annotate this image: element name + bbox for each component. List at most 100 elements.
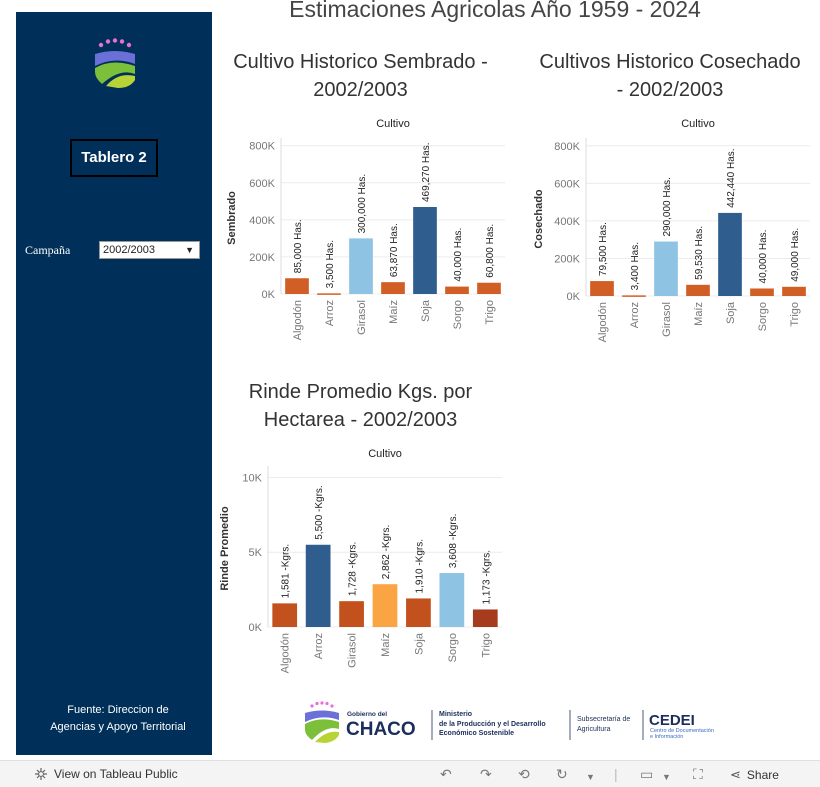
- bar-sorgo: [445, 286, 469, 294]
- y-tick-label: 400K: [554, 216, 580, 228]
- tableau-toolbar: View on Tableau Public ↶ ↷ ⟲ ↻ ▼ | ▭ ▼ ⛶…: [0, 760, 820, 787]
- bar-soja: [718, 212, 742, 296]
- data-label: 85,000 Has.: [293, 219, 304, 273]
- bar-girasol: [339, 601, 364, 627]
- share-button[interactable]: ⋖ Share: [730, 767, 779, 783]
- page-title: Estimaciones Agricolas Año 1959 - 2024: [289, 0, 701, 22]
- refresh-icon[interactable]: ↻: [556, 766, 568, 782]
- ministerio-line-1: Ministerio: [439, 711, 472, 718]
- chart-sembrado-title-line-1: Cultivo Historico Sembrado -: [233, 51, 488, 73]
- chart-cosechado-title-line-2: - 2002/2003: [616, 79, 724, 101]
- cedei-line-2: e Información: [650, 734, 683, 740]
- bar-soja: [406, 598, 431, 627]
- y-tick-label: 0K: [262, 289, 276, 301]
- bar-girasol: [654, 241, 678, 296]
- data-label: 49,000 Has.: [790, 228, 801, 282]
- bar-maíz: [372, 584, 398, 627]
- share-icon: ⋖: [730, 767, 741, 782]
- chart-sembrado-title: Cultivo Historico Sembrado - 2002/2003: [218, 48, 503, 104]
- x-tick-label: Arroz: [313, 633, 325, 659]
- bar-sorgo: [750, 288, 774, 296]
- bar-maíz: [686, 284, 710, 296]
- x-tick-label: Algodón: [280, 633, 292, 673]
- data-label: 3,400 Has.: [630, 242, 641, 290]
- bar-arroz: [305, 544, 331, 627]
- source-line-1: Fuente: Direccion de: [67, 704, 169, 716]
- bar-arroz: [622, 295, 646, 297]
- data-label: 290,000 Has.: [662, 177, 673, 237]
- data-label: 469,270 Has.: [421, 143, 432, 203]
- chart-header: Cultivo: [681, 118, 715, 130]
- y-axis-label: Cosechado: [533, 189, 545, 249]
- comment-icon[interactable]: ▭: [640, 766, 654, 782]
- undo-icon[interactable]: ↶: [440, 766, 452, 782]
- campana-select-value: 2002/2003: [103, 244, 155, 256]
- tablero-2-button[interactable]: Tablero 2: [70, 139, 158, 177]
- campana-select[interactable]: 2002/2003 ▼: [99, 241, 200, 259]
- y-tick-label: 0K: [249, 622, 263, 634]
- tableau-icon: [35, 768, 47, 780]
- data-label: 442,440 Has.: [726, 148, 737, 208]
- source-line-2: Agencias y Apoyo Territorial: [50, 721, 186, 733]
- data-label: 3,500 Has.: [325, 240, 336, 288]
- ministerio-line-3: Económico Sostenible: [439, 730, 514, 737]
- data-label: 60,800 Has.: [485, 224, 496, 278]
- chart-sembrado-title-line-2: 2002/2003: [313, 79, 408, 101]
- data-label: 63,870 Has.: [389, 223, 400, 277]
- chart-header: Cultivo: [368, 448, 402, 460]
- redo-icon[interactable]: ↷: [480, 766, 492, 782]
- y-tick-label: 10K: [242, 472, 262, 484]
- y-tick-label: 600K: [249, 178, 275, 190]
- bar-trigo: [782, 286, 806, 296]
- data-label: 79,500 Has.: [598, 222, 609, 276]
- y-tick-label: 200K: [554, 253, 580, 265]
- chart-sembrado: Cultivo 0K 200K 400K 600K 800K Sembrado 85,000 …: [226, 118, 505, 340]
- x-tick-label: Algodón: [597, 302, 609, 342]
- sidebar: Tablero 2 Campaña 2002/2003 ▼ Fuente: Di…: [16, 12, 212, 755]
- data-label: 1,728 -Kgrs.: [348, 542, 359, 596]
- data-label: 2,862 -Kgrs.: [381, 525, 392, 579]
- y-tick-label: 200K: [249, 252, 275, 264]
- chart-rinde: Cultivo 0K 5K 10K Rinde Promedio 1,581 -Kgrs.…: [219, 448, 502, 673]
- chevron-down-icon: ▼: [185, 245, 194, 255]
- data-label: 40,000 Has.: [453, 228, 464, 282]
- x-tick-label: Girasol: [356, 300, 368, 335]
- fullscreen-icon[interactable]: ⛶: [693, 766, 703, 782]
- data-label: 5,500 -Kgrs.: [314, 485, 325, 539]
- bar-maíz: [381, 282, 405, 294]
- refresh-dropdown-icon[interactable]: ▼: [586, 772, 595, 782]
- y-tick-label: 400K: [249, 215, 275, 227]
- bar-soja: [413, 207, 437, 294]
- subsecretaria-line-2: Agricultura: [577, 726, 611, 733]
- share-label: Share: [746, 768, 779, 782]
- chaco-text: CHACO: [346, 719, 416, 740]
- x-tick-label: Maíz: [693, 302, 705, 326]
- x-tick-label: Arroz: [629, 302, 641, 328]
- cedei-line-1: Centro de Documentación: [650, 728, 714, 734]
- bar-algodón: [272, 603, 298, 627]
- bar-algodón: [590, 281, 614, 296]
- bar-trigo: [472, 609, 498, 627]
- view-on-tableau-label: View on Tableau Public: [54, 767, 178, 781]
- y-tick-label: 800K: [554, 141, 580, 153]
- data-label: 1,173 -Kgrs.: [481, 550, 492, 604]
- x-tick-label: Sorgo: [447, 633, 459, 662]
- x-tick-label: Maíz: [388, 300, 400, 324]
- data-label: 1,581 -Kgrs.: [281, 544, 292, 598]
- data-label: 300,000 Has.: [357, 174, 368, 234]
- chart-cosechado-title: Cultivos Historico Cosechado - 2002/2003: [520, 48, 820, 104]
- view-on-tableau-link[interactable]: View on Tableau Public: [34, 767, 178, 781]
- gobierno-chaco-logo-icon: [305, 701, 339, 743]
- chart-header: Cultivo: [376, 118, 410, 130]
- campana-filter-label: Campaña: [25, 243, 71, 257]
- revert-icon[interactable]: ⟲: [518, 766, 530, 782]
- bar-algodón: [285, 278, 309, 294]
- cedei-text: CEDEI: [649, 712, 695, 729]
- comment-dropdown-icon[interactable]: ▼: [662, 772, 671, 782]
- bar-trigo: [477, 282, 501, 294]
- y-tick-label: 5K: [249, 547, 263, 559]
- data-label: 40,000 Has.: [758, 230, 769, 284]
- ministerio-line-2: de la Producción y el Desarrollo: [439, 721, 546, 728]
- y-axis-label: Sembrado: [226, 191, 238, 245]
- x-tick-label: Girasol: [347, 633, 359, 668]
